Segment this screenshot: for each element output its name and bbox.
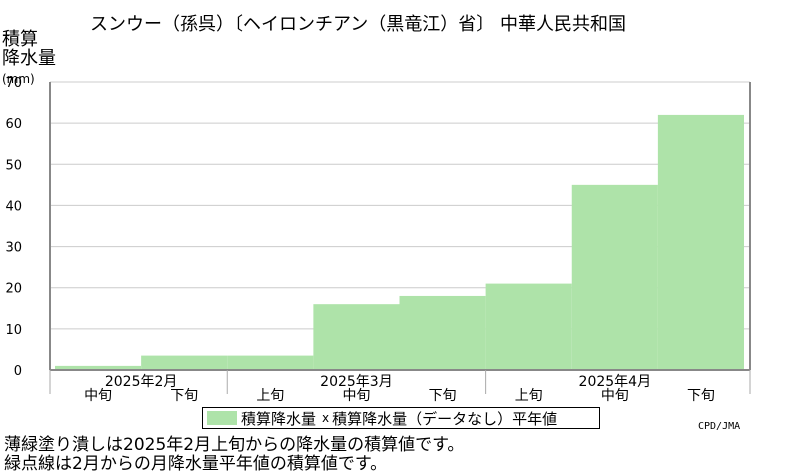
bar-中旬: [313, 304, 400, 370]
y-tick-label: 30: [5, 241, 22, 256]
y-axis-label: 積算 降水量 (mm): [2, 30, 56, 87]
bar-中旬: [55, 365, 142, 370]
x-tick-label: 下旬: [687, 388, 715, 404]
bar-下旬: [141, 355, 228, 370]
x-month-label: 2025年3月: [320, 374, 393, 390]
chart-title: スンウー（孫呉）〔ヘイロンチアン（黒竜江）省〕 中華人民共和国: [90, 14, 626, 35]
x-tick-label: 上旬: [256, 388, 284, 404]
x-tick-label: 上旬: [515, 388, 543, 404]
x-tick-label: 中旬: [342, 388, 370, 404]
legend-marker-x-icon: x: [322, 411, 330, 425]
footnote-2: 緑点線は2月からの月降水量平年値の積算値です。: [4, 454, 388, 474]
y-tick-label: 60: [5, 117, 22, 132]
y-tick-label: 50: [5, 158, 22, 173]
legend-normal-label: 積算降水量（データなし）平年値: [332, 409, 558, 428]
bar-下旬: [399, 295, 486, 370]
bar-下旬: [657, 114, 744, 371]
legend-swatch: [207, 411, 237, 425]
credit: CPD/JMA: [698, 421, 741, 432]
bar-中旬: [571, 184, 658, 370]
x-tick-label: 中旬: [84, 388, 112, 404]
y-tick-label: 20: [5, 282, 22, 297]
y-tick-label: 40: [5, 199, 22, 214]
y-tick-label: 0: [14, 364, 22, 379]
y-axis-label-text: 積算 降水量: [2, 29, 56, 69]
x-month-label: 2025年2月: [105, 374, 178, 390]
x-tick-label: 中旬: [601, 388, 629, 404]
y-tick-label: 10: [5, 323, 22, 338]
y-axis-unit: (mm): [2, 72, 35, 86]
footnote-1: 薄緑塗り潰しは2025年2月上旬からの降水量の積算値です。: [4, 435, 465, 455]
bar-上旬: [227, 355, 314, 370]
legend-series-label: 積算降水量: [241, 409, 317, 428]
x-month-label: 2025年4月: [579, 374, 652, 390]
bar-上旬: [485, 283, 572, 370]
x-tick-label: 下旬: [170, 388, 198, 404]
y-tick-label: 70: [5, 76, 22, 91]
legend: 積算降水量 x 積算降水量（データなし）平年値: [202, 407, 600, 429]
x-tick-label: 下旬: [429, 388, 457, 404]
